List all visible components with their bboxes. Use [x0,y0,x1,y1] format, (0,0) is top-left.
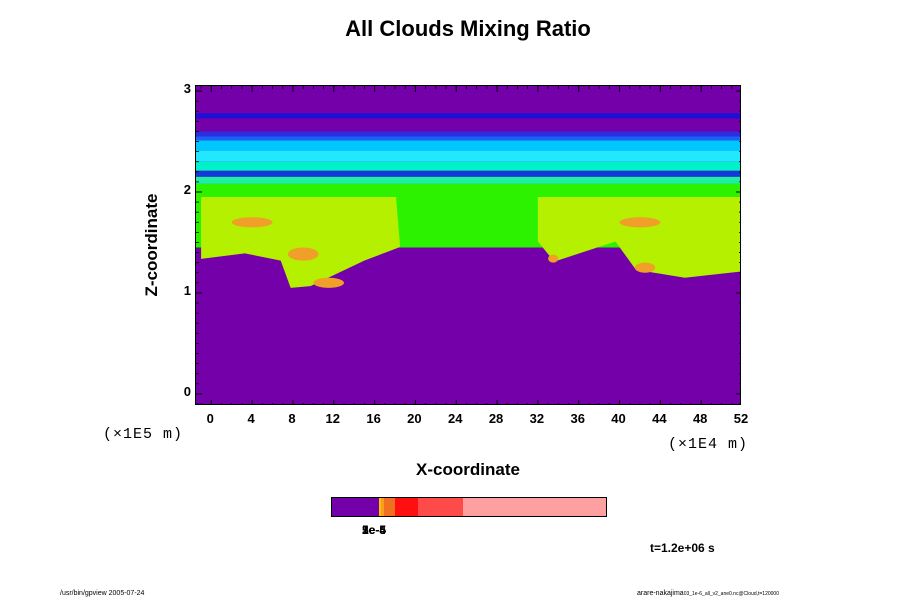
footer-source: arare-nakajima03_1e-6_all_v2_ane0.nc@Clo… [637,590,779,597]
colorbar-label: 5e-4 [362,523,387,537]
x-tick-label: 8 [288,411,296,426]
x-tick-label: 44 [652,411,667,426]
cloud-core-6 [634,262,656,273]
heatmap-band-1 [196,131,740,137]
colorbar-segment-4 [395,498,419,516]
y-tick-label: 1 [183,282,191,298]
heatmap-band-6 [196,170,740,177]
footer-file: 03_1e-6_all_v2_ane0.nc@Cloud,t=120000 [683,591,779,597]
heatmap-band-7 [196,176,740,184]
y-axis-unit: (×1E5 m) [103,426,184,443]
cloud-core-5 [619,217,661,228]
y-tick-label: 3 [183,81,191,97]
cloud-core-7 [548,254,559,263]
colorbar-segment-6 [463,498,606,516]
x-tick-label: 40 [611,411,626,426]
heatmap-band-5 [196,161,740,171]
time-label: t=1.2e+06 s [650,541,715,555]
cloud-core-2 [231,217,273,228]
x-tick-label: 20 [407,411,422,426]
cloud-core-4 [313,277,344,288]
colorbar-segment-2 [381,498,385,516]
x-axis-unit: (×1E4 m) [668,436,749,453]
x-tick-label: 48 [692,411,708,426]
x-axis-label: X-coordinate [416,460,520,479]
x-tick-label: 24 [448,411,463,426]
cloud-region-1 [537,197,740,278]
plot-area [195,85,741,405]
x-tick-label: 16 [366,411,381,426]
y-tick-label: 0 [183,383,191,399]
heatmap-band-3 [196,140,740,151]
cloud-core-3 [287,247,319,261]
colorbar-label: 1e-5 [362,523,387,537]
x-tick-label: 4 [247,411,255,426]
x-tick-label: 0 [206,411,214,426]
chart-title: All Clouds Mixing Ratio [345,16,591,41]
colorbar [331,497,607,517]
heatmap-band-2 [196,136,740,141]
heatmap-svg [196,86,740,404]
heatmap-band-0 [196,113,740,119]
heatmap-band-4 [196,150,740,162]
footer-command: /usr/bin/gpview 2005-07-24 [60,590,145,597]
colorbar-label: 2e-5 [362,523,387,537]
x-tick-label: 36 [570,411,585,426]
footer-author: arare-nakajima [637,590,684,597]
colorbar-segment-1 [378,498,382,516]
y-axis-label: Z-coordinate [142,193,161,297]
y-tick-label: 2 [183,181,191,197]
x-tick-label: 32 [529,411,545,426]
x-tick-label: 52 [733,411,749,426]
x-tick-label: 12 [325,411,340,426]
x-tick-label: 28 [488,411,504,426]
colorbar-segment-3 [384,498,395,516]
colorbar-segment-0 [332,498,379,516]
colorbar-segment-5 [418,498,464,516]
